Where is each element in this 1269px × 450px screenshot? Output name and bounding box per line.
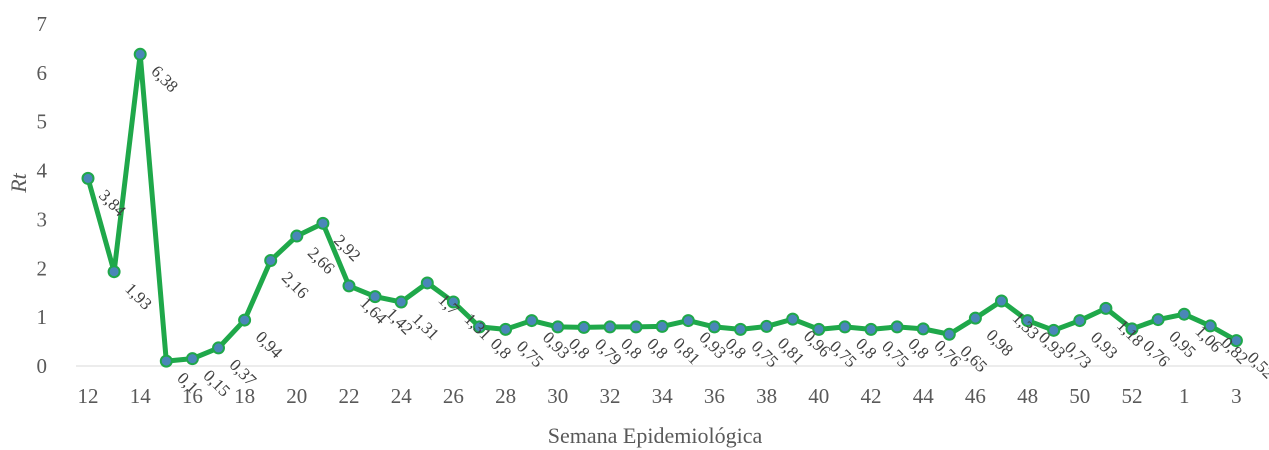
data-point [238, 313, 252, 327]
x-tick-label: 42 [861, 384, 882, 408]
data-point [629, 320, 643, 334]
data-point [499, 322, 513, 336]
data-point [81, 171, 95, 185]
data-point [473, 320, 486, 334]
x-tick-label: 32 [600, 384, 621, 408]
data-point [420, 276, 434, 290]
data-label: 2,16 [278, 268, 312, 302]
data-point [316, 216, 330, 230]
data-point [916, 322, 930, 336]
data-point [525, 314, 539, 328]
x-tick-label: 36 [704, 384, 725, 408]
data-point [1073, 314, 1087, 328]
data-point [133, 47, 147, 61]
data-label: 0,93 [1035, 328, 1069, 362]
data-point [446, 295, 460, 309]
rt-markers [81, 47, 1243, 368]
x-tick-label: 24 [391, 384, 413, 408]
data-point [1177, 307, 1191, 321]
data-point [1047, 323, 1061, 337]
data-point [734, 322, 747, 336]
x-tick-label: 12 [78, 384, 99, 408]
data-label: 0,8 [565, 334, 593, 362]
data-point [290, 229, 304, 243]
x-axis-title: Semana Epidemiológica [548, 423, 763, 448]
data-label: 0,8 [722, 334, 750, 362]
x-tick-label: 20 [286, 384, 307, 408]
y-tick-label: 4 [37, 159, 48, 183]
x-tick-label: 1 [1179, 384, 1190, 408]
data-label: 1,31 [408, 309, 442, 343]
rt-data-labels: 3,841,936,380,10,150,370,942,162,662,921… [95, 62, 1269, 401]
data-label: 0,79 [591, 335, 625, 369]
data-label: 1,93 [121, 279, 155, 313]
x-tick-label: 40 [808, 384, 829, 408]
data-point [681, 314, 695, 328]
x-tick-label: 16 [182, 384, 203, 408]
data-point [1229, 334, 1243, 348]
x-tick-label: 38 [756, 384, 777, 408]
x-tick-label: 3 [1231, 384, 1242, 408]
data-point [786, 312, 800, 326]
x-tick-label: 34 [652, 384, 674, 408]
data-point [1099, 301, 1113, 315]
data-label: 0,65 [956, 342, 990, 376]
y-tick-label: 1 [37, 305, 48, 329]
data-label: 6,38 [147, 62, 181, 96]
data-point [1203, 319, 1217, 333]
y-tick-label: 3 [37, 207, 48, 231]
x-tick-label: 22 [339, 384, 360, 408]
y-axis-ticks: 0 1 2 3 4 5 6 7 [37, 12, 48, 378]
data-label: 0,8 [643, 334, 671, 362]
data-point [942, 327, 956, 341]
x-tick-label: 46 [965, 384, 986, 408]
data-point [342, 279, 356, 293]
y-tick-label: 5 [37, 110, 48, 134]
data-point [368, 290, 382, 304]
x-tick-label: 14 [130, 384, 152, 408]
data-point [864, 322, 878, 336]
data-point [1151, 313, 1165, 327]
data-point [760, 319, 774, 333]
data-point [577, 320, 591, 334]
data-point [968, 311, 982, 325]
data-label: 0,94 [252, 327, 287, 362]
rt-series-line [85, 51, 1238, 364]
data-point [185, 352, 199, 366]
data-label: 0,8 [487, 334, 515, 362]
x-tick-label: 52 [1122, 384, 1143, 408]
x-tick-label: 18 [234, 384, 255, 408]
data-point [603, 320, 617, 334]
x-tick-label: 48 [1017, 384, 1038, 408]
x-tick-label: 30 [547, 384, 568, 408]
data-point [394, 295, 408, 309]
data-point [890, 320, 904, 334]
data-point [995, 294, 1008, 308]
data-point [159, 354, 173, 368]
x-tick-label: 28 [495, 384, 516, 408]
y-axis-title: Rt [6, 172, 31, 193]
data-point [212, 341, 225, 355]
data-label: 1,7 [434, 290, 463, 319]
y-tick-label: 2 [37, 256, 48, 280]
data-point [551, 320, 565, 334]
data-point [1021, 314, 1035, 328]
data-label: 0,98 [983, 326, 1017, 360]
data-point [838, 320, 852, 334]
data-point [107, 265, 121, 279]
data-point [707, 320, 721, 334]
data-point [1125, 322, 1139, 336]
x-tick-label: 26 [443, 384, 464, 408]
x-tick-label: 50 [1069, 384, 1090, 408]
y-tick-label: 7 [37, 12, 48, 36]
data-point [655, 319, 669, 333]
x-tick-label: 44 [913, 384, 935, 408]
data-point [264, 253, 278, 267]
x-axis-ticks: 12 14 16 18 20 22 24 26 28 30 32 34 36 38 40 42 44 46 48 50… [78, 384, 1242, 408]
y-tick-label: 0 [37, 354, 48, 378]
data-point [812, 322, 826, 336]
y-tick-label: 6 [37, 61, 48, 85]
